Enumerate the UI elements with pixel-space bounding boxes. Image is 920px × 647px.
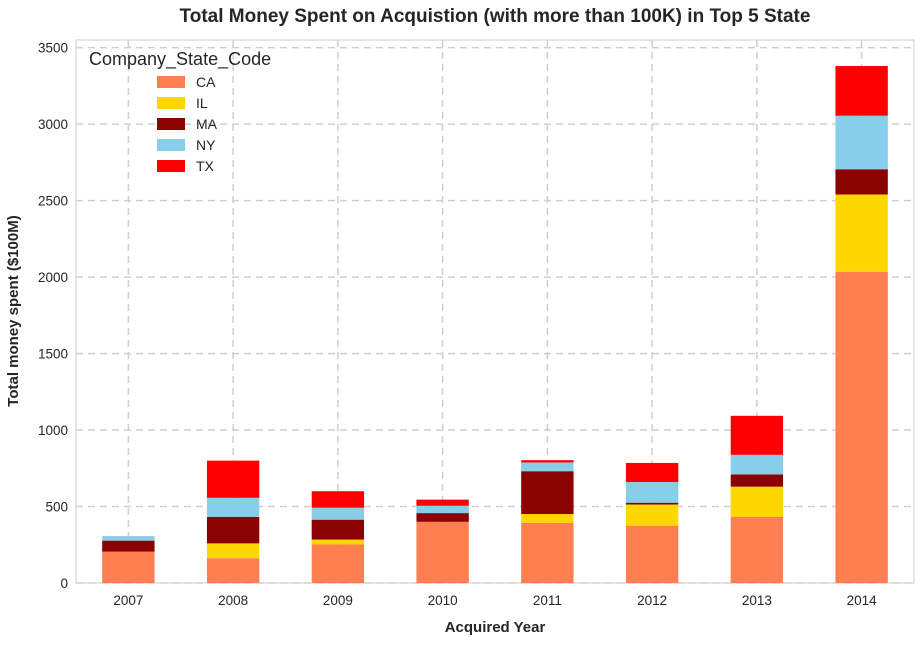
bar-segment-ny-2009 [311, 507, 365, 520]
y-tick-label: 3500 [38, 41, 68, 56]
bar-segment-tx-2008 [206, 460, 260, 498]
legend-swatch-ny [157, 139, 185, 151]
bar-segment-ca-2013 [730, 516, 784, 583]
y-tick-label: 1500 [38, 347, 68, 362]
legend-label-ca: CA [196, 74, 216, 90]
x-tick-label: 2007 [113, 593, 143, 608]
bar-segment-il-2008 [206, 543, 260, 559]
x-tick-label: 2009 [323, 593, 353, 608]
bar-segment-il-2014 [835, 194, 888, 272]
legend-swatch-ca [157, 76, 185, 88]
bar-segment-ny-2011 [521, 462, 574, 472]
y-tick-label: 1000 [38, 423, 68, 438]
bar-segment-tx-2010 [416, 499, 469, 506]
legend-label-ny: NY [196, 137, 216, 153]
bar-segment-ca-2008 [206, 558, 260, 583]
y-tick-label: 2500 [38, 194, 68, 209]
bar-segment-ca-2012 [625, 525, 679, 583]
y-tick-label: 500 [45, 500, 68, 515]
bar-segment-tx-2014 [835, 66, 888, 116]
bar-segment-ny-2010 [416, 505, 469, 514]
y-tick-label: 3000 [38, 117, 68, 132]
bar-segment-ma-2011 [521, 471, 574, 515]
bar-segment-il-2009 [311, 539, 365, 545]
y-tick-label: 0 [60, 576, 68, 591]
bar-segment-il-2012 [625, 504, 679, 526]
legend-swatch-ma [157, 118, 185, 130]
legend-swatch-il [157, 97, 185, 109]
bar-segment-ca-2010 [416, 521, 469, 583]
bar-segment-il-2011 [521, 514, 574, 523]
legend-title: Company_State_Code [89, 49, 271, 70]
bar-segment-ma-2012 [625, 502, 679, 505]
bar-segment-ny-2008 [206, 497, 260, 517]
bar-segment-ny-2012 [625, 482, 679, 503]
y-tick-label: 2000 [38, 270, 68, 285]
bar-segment-ny-2014 [835, 115, 888, 170]
bar-segment-ma-2007 [102, 540, 155, 552]
bar-segment-tx-2011 [521, 460, 574, 463]
x-tick-label: 2012 [637, 593, 667, 608]
chart-title: Total Money Spent on Acquistion (with mo… [180, 6, 811, 27]
bar-segment-ma-2010 [416, 513, 469, 522]
legend: Company_State_Code CA IL MA NY TX [89, 49, 271, 174]
x-tick-label: 2014 [847, 593, 878, 608]
bar-segment-ca-2009 [311, 544, 365, 583]
bar-segment-tx-2013 [730, 415, 784, 455]
bar-segment-ma-2008 [206, 516, 260, 544]
bars [102, 66, 888, 583]
bar-segment-ny-2007 [102, 536, 155, 541]
x-tick-label: 2008 [218, 593, 248, 608]
bar-segment-tx-2009 [311, 491, 365, 508]
legend-label-tx: TX [196, 158, 215, 174]
bar-segment-ny-2013 [730, 454, 784, 475]
bar-segment-ma-2014 [835, 169, 888, 195]
x-axis-title: Acquired Year [445, 619, 546, 636]
legend-label-il: IL [196, 95, 208, 111]
bar-segment-ma-2009 [311, 519, 365, 540]
legend-label-ma: MA [196, 116, 218, 132]
x-tick-label: 2013 [742, 593, 772, 608]
axis-ticks: 0 500 1000 1500 2000 2500 3000 3500 2007 2008 2009… [38, 41, 877, 608]
x-tick-label: 2010 [428, 593, 458, 608]
bar-segment-ma-2013 [730, 474, 784, 487]
bar-segment-ca-2014 [835, 271, 888, 583]
x-tick-label: 2011 [533, 593, 562, 608]
bar-segment-il-2013 [730, 486, 784, 517]
bar-segment-ca-2011 [521, 522, 574, 583]
y-axis-title: Total money spent ($100M) [5, 215, 22, 406]
bar-segment-tx-2012 [625, 462, 679, 483]
legend-swatch-tx [157, 160, 185, 172]
bar-segment-ca-2007 [102, 551, 155, 583]
